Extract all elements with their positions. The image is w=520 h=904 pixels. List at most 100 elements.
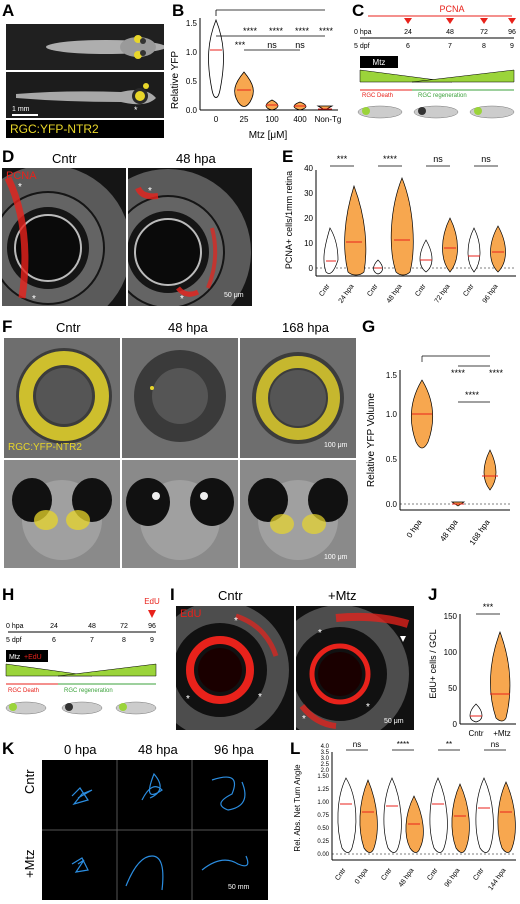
- l-violin-2: [383, 777, 402, 853]
- c-hpa: 96: [508, 29, 516, 36]
- genotype-text: RGC:YFP-NTR2: [10, 122, 99, 136]
- head-168hpa-image: 100 μm: [240, 460, 356, 568]
- retina-cntr-pcna-image: * * PCNA: [2, 168, 126, 306]
- genotype-label: RGC:YFP-NTR2: [6, 120, 164, 138]
- b-xtick: Non-Tg: [315, 115, 342, 124]
- e-xtick: Cntr: [414, 283, 428, 298]
- f-scale: 100 μm: [324, 442, 348, 449]
- j-xtick: +Mtz: [493, 729, 511, 738]
- eye-48hpa-image: [122, 338, 238, 458]
- b-xlabel: Mtz [μM]: [249, 130, 288, 141]
- svg-text:*: *: [258, 692, 262, 703]
- larva-lateral-image: * 1 mm: [6, 72, 164, 118]
- l-xtick: 144 hpa: [487, 867, 507, 892]
- l-ytick: 3.5: [321, 750, 330, 756]
- b-sig: ****: [295, 26, 310, 36]
- l-sig: ns: [491, 740, 499, 749]
- l-violin-5: [451, 783, 470, 853]
- g-sig: ****: [451, 368, 466, 378]
- svg-text:*: *: [318, 628, 322, 639]
- j-ytick: 150: [444, 612, 458, 621]
- b-violin-1: [234, 71, 254, 107]
- c-hpa: 0 hpa: [354, 29, 372, 36]
- l-violin-6: [475, 777, 494, 853]
- h-hpa: 24: [50, 623, 58, 630]
- i-scale: 50 μm: [384, 718, 404, 725]
- i-stain: EdU: [180, 608, 202, 620]
- panel-label-l: L: [290, 739, 301, 758]
- b-sig: ****: [319, 26, 334, 36]
- c-hpa: 48: [446, 29, 454, 36]
- h-hpa: 0 hpa: [6, 623, 24, 630]
- g-ytick: 0.5: [386, 455, 398, 464]
- i-right-title: +Mtz: [328, 588, 357, 603]
- j-ylabel: EdU+ cells / GCL: [428, 629, 438, 698]
- l-xtick: Cntr: [472, 867, 486, 882]
- k-row-0: Cntr: [22, 769, 37, 794]
- panel-label-h: H: [2, 585, 15, 604]
- panel-label-d: D: [2, 147, 15, 166]
- c-dpf: 5 dpf: [354, 43, 370, 50]
- scale-bar: [12, 114, 38, 116]
- b-xtick: 400: [293, 115, 307, 124]
- l-xtick: 48 hpa: [398, 867, 416, 889]
- b-ytick: 0.5: [186, 77, 198, 86]
- j-violin-0: [469, 703, 483, 723]
- e-xtick: Cntr: [462, 283, 476, 298]
- g-sig: ****: [489, 368, 504, 378]
- panel-l-chart: Rel. Abs. Net Turn Angle 0.00 0.25 0.50 …: [293, 740, 516, 892]
- e-ytick: 30: [304, 189, 313, 198]
- e-ytick: 10: [304, 239, 313, 248]
- b-sig: ***: [235, 40, 246, 50]
- c-pcna: PCNA: [439, 4, 464, 14]
- svg-text:*: *: [18, 182, 22, 193]
- l-xtick: 96 hpa: [444, 867, 462, 889]
- g-ytick: 0.0: [386, 500, 398, 509]
- panel-e-chart: PCNA+ cells/1mm retina 0 10 20 30 40 ***…: [284, 154, 516, 305]
- f-scale-2: 100 μm: [324, 554, 348, 561]
- e-xtick: 96 hpa: [482, 283, 500, 305]
- g-sig: ****: [465, 390, 480, 400]
- e-xtick: Cntr: [366, 283, 380, 298]
- l-ytick: 2.5: [321, 762, 330, 768]
- l-ytick: 0.75: [317, 813, 329, 819]
- g-xtick: 48 hpa: [438, 518, 460, 544]
- e-ytick: 40: [304, 164, 313, 173]
- svg-text:*: *: [234, 616, 238, 627]
- e-sig: ns: [433, 154, 443, 164]
- b-violin-0: [208, 18, 224, 98]
- c-dpf: 6: [406, 43, 410, 50]
- g-xtick: 0 hpa: [405, 518, 424, 540]
- b-sig: ns: [295, 40, 305, 50]
- e-ytick: 0: [309, 264, 314, 273]
- l-ytick: 4.0: [321, 744, 330, 750]
- g-xtick: 168 hpa: [468, 518, 492, 547]
- retina-cntr-edu-image: * * * EdU: [176, 606, 294, 730]
- k-col-2: 96 hpa: [214, 742, 254, 757]
- l-ytick: 0.50: [317, 826, 329, 832]
- h-hpa: 96: [148, 623, 156, 630]
- d-left-title: Cntr: [52, 151, 77, 166]
- e-sig: ***: [337, 154, 348, 164]
- e-ylabel: PCNA+ cells/1mm retina: [284, 171, 294, 269]
- b-xtick: 25: [240, 115, 249, 124]
- b-violin-4: [316, 105, 334, 111]
- d-stain: PCNA: [6, 170, 37, 182]
- l-ytick: 0.25: [317, 839, 329, 845]
- c-hpa: 72: [480, 29, 488, 36]
- head-48hpa-image: [122, 460, 238, 568]
- h-hpa: 48: [88, 623, 96, 630]
- e-xtick: 48 hpa: [386, 283, 404, 305]
- c-mtz: Mtz: [373, 58, 386, 67]
- l-ytick: 1.25: [317, 787, 329, 793]
- scale-bar-label: 1 mm: [12, 106, 30, 113]
- l-sig: **: [446, 740, 452, 749]
- b-xticks: 0 25 100 400 Non-Tg: [214, 115, 342, 124]
- eye-cntr-image: RGC:YFP-NTR2: [4, 338, 120, 458]
- j-violin-1: [490, 631, 511, 722]
- k-col-0: 0 hpa: [64, 742, 97, 757]
- l-xtick: 0 hpa: [354, 867, 370, 885]
- g-ytick: 1.5: [386, 371, 398, 380]
- track-grid: 50 mm: [42, 760, 268, 900]
- panel-b-chart: Relative YFP 0.0 0.5 1.0 1.5 **** **** *…: [170, 9, 342, 141]
